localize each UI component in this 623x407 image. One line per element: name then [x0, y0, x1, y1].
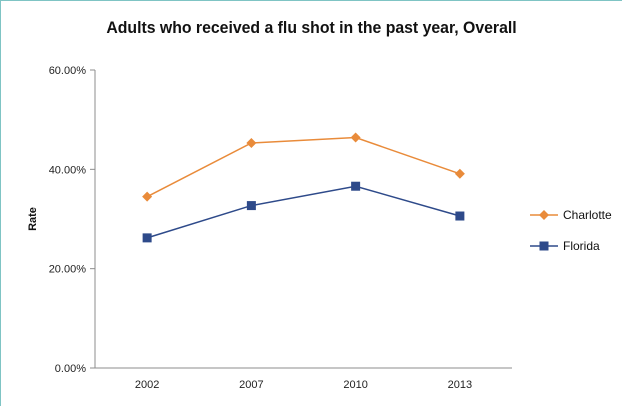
- series-charlotte: [142, 132, 465, 202]
- legend: Charlotte Florida: [530, 208, 612, 253]
- legend-entry-florida: Florida: [530, 239, 600, 253]
- data-point: [455, 211, 465, 221]
- y-tick-label: 60.00%: [49, 65, 87, 77]
- series-line: [146, 185, 461, 239]
- legend-label: Charlotte: [563, 208, 612, 222]
- data-point: [142, 191, 153, 202]
- y-tick-label: 0.00%: [55, 363, 86, 375]
- legend-label: Florida: [563, 239, 600, 253]
- legend-marker: [539, 210, 549, 220]
- data-point: [142, 233, 152, 243]
- y-tick-label: 20.00%: [49, 264, 87, 276]
- chart-axes: [94, 70, 512, 369]
- x-tick-label: 2013: [448, 379, 472, 391]
- x-tick-label: 2002: [135, 379, 159, 391]
- x-tick-labels: 2002 2007 2010 2013: [135, 379, 472, 391]
- y-tick-labels: 0.00% 20.00% 40.00% 60.00%: [49, 65, 95, 375]
- y-axis-label: Rate: [27, 207, 39, 231]
- data-point: [350, 132, 361, 143]
- y-tick-label: 40.00%: [49, 164, 87, 176]
- series-group: [142, 132, 465, 243]
- legend-marker: [539, 241, 549, 251]
- x-tick-label: 2010: [343, 379, 367, 391]
- series-line: [146, 136, 461, 198]
- data-point: [351, 181, 361, 191]
- series-florida: [142, 181, 465, 243]
- legend-entry-charlotte: Charlotte: [530, 208, 612, 222]
- data-point: [246, 138, 257, 149]
- data-point: [454, 168, 465, 179]
- data-point: [246, 201, 256, 211]
- x-tick-label: 2007: [239, 379, 263, 391]
- chart-title: Adults who received a flu shot in the pa…: [106, 18, 517, 37]
